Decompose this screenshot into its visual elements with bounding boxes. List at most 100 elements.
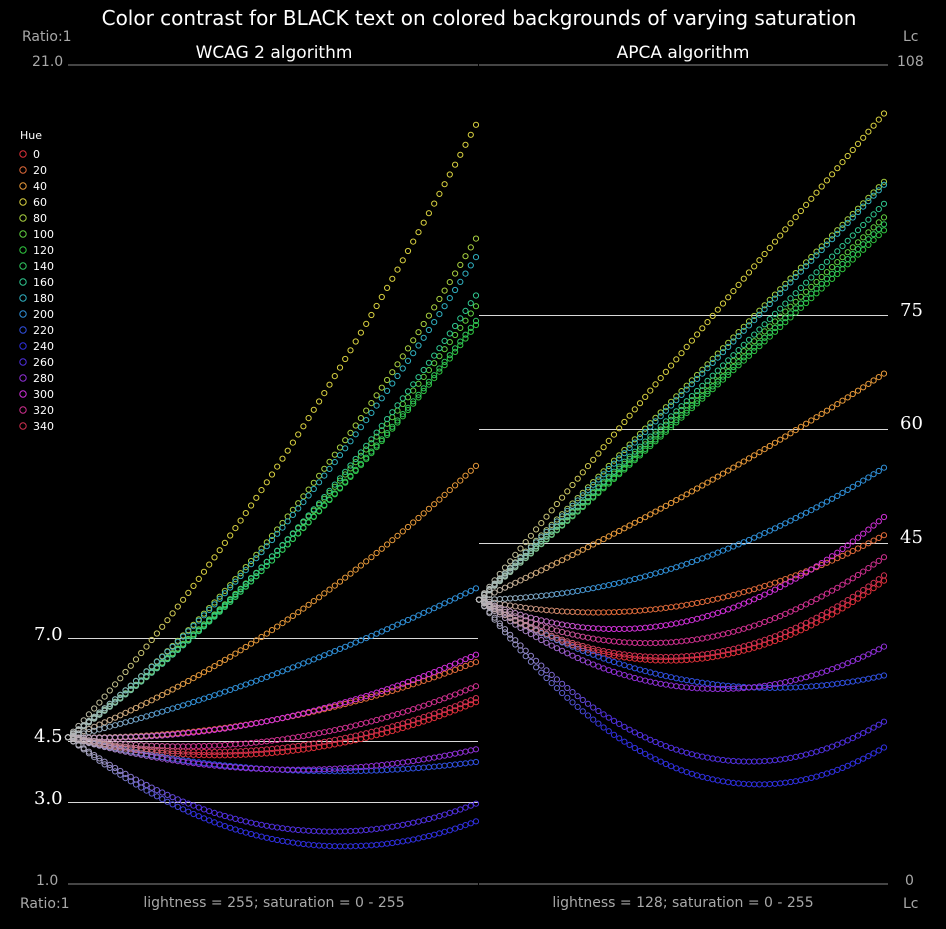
data-point	[782, 315, 789, 322]
data-point	[782, 284, 789, 291]
data-point	[384, 416, 391, 423]
data-point	[363, 635, 370, 642]
data-point	[431, 501, 438, 508]
data-point	[512, 579, 519, 586]
data-point	[844, 152, 851, 160]
data-point	[865, 194, 872, 201]
data-point	[431, 699, 438, 706]
data-point	[106, 700, 113, 708]
data-point	[797, 293, 805, 300]
data-point	[410, 676, 417, 684]
data-point	[714, 354, 721, 361]
data-point	[725, 357, 732, 364]
legend-item: 200	[19, 308, 54, 321]
data-point	[543, 674, 550, 682]
data-point	[295, 524, 302, 531]
data-point	[112, 696, 119, 703]
data-point	[844, 550, 851, 557]
data-point	[553, 634, 561, 641]
data-point	[91, 705, 98, 712]
data-point	[590, 661, 597, 668]
data-point	[237, 588, 244, 595]
data-point	[467, 653, 474, 661]
data-point	[248, 578, 255, 585]
data-point	[164, 656, 171, 663]
data-point	[673, 419, 680, 426]
data-point	[527, 624, 535, 631]
data-point	[384, 430, 391, 437]
data-point	[683, 769, 690, 776]
data-point	[579, 708, 586, 715]
data-point	[870, 561, 877, 568]
data-point	[446, 668, 453, 675]
data-point	[870, 224, 877, 231]
data-point	[457, 823, 464, 831]
data-point	[673, 497, 680, 504]
data-point	[668, 421, 675, 429]
data-point	[880, 513, 888, 521]
legend-marker	[19, 246, 27, 254]
data-point	[787, 517, 794, 524]
data-point	[808, 598, 815, 606]
data-point	[415, 342, 422, 349]
data-point	[305, 512, 312, 519]
data-point	[153, 630, 160, 637]
data-point	[559, 689, 566, 697]
data-point	[389, 425, 396, 432]
data-point	[232, 576, 239, 583]
data-point	[678, 391, 685, 398]
data-point	[616, 425, 623, 432]
ref-label-4-5: 4.5	[34, 726, 63, 747]
data-point	[316, 398, 323, 405]
data-point	[185, 589, 192, 597]
data-point	[431, 372, 438, 379]
data-point	[138, 702, 145, 709]
data-point	[117, 675, 124, 682]
data-point	[823, 556, 831, 563]
data-point	[467, 802, 474, 809]
data-point	[415, 391, 422, 398]
data-point	[394, 361, 401, 368]
data-point	[190, 675, 197, 682]
data-point	[792, 515, 799, 522]
data-point	[289, 439, 296, 446]
data-point	[467, 324, 474, 331]
data-point	[533, 569, 540, 577]
data-point	[865, 216, 872, 223]
data-point	[730, 464, 737, 471]
legend-label: 0	[33, 148, 40, 161]
legend-label: 240	[33, 340, 54, 353]
data-point	[574, 549, 581, 556]
data-point	[237, 517, 244, 524]
data-point	[818, 611, 825, 619]
data-point	[258, 549, 265, 556]
data-point	[735, 461, 742, 468]
data-point	[621, 458, 628, 465]
data-point	[595, 473, 602, 480]
data-point	[818, 593, 825, 600]
data-point	[854, 571, 862, 579]
data-point	[668, 413, 675, 420]
data-point	[512, 551, 519, 559]
data-point	[153, 787, 160, 794]
data-point	[195, 627, 202, 634]
data-point	[279, 541, 286, 549]
data-point	[803, 288, 810, 295]
data-point	[735, 347, 742, 354]
data-point	[818, 501, 825, 508]
data-point	[452, 808, 459, 815]
data-point	[559, 680, 566, 687]
series-340	[64, 695, 480, 756]
data-point	[725, 467, 732, 474]
legend-marker	[19, 406, 27, 414]
data-point	[472, 699, 480, 706]
data-point	[263, 562, 270, 569]
data-point	[274, 463, 281, 470]
data-point	[472, 746, 480, 753]
data-point	[274, 530, 281, 537]
data-point	[153, 658, 160, 666]
data-point	[373, 549, 380, 557]
data-point	[143, 643, 150, 650]
data-point	[875, 576, 882, 583]
data-point	[342, 478, 349, 485]
